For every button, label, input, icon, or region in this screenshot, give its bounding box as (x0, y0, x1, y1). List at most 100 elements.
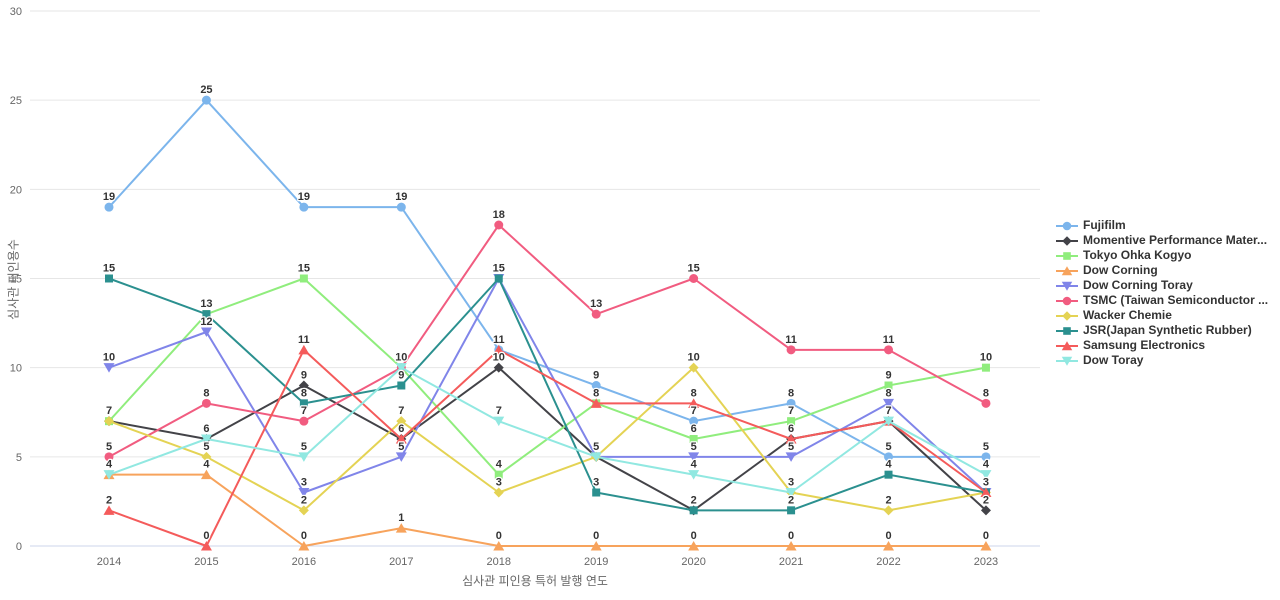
data-point[interactable] (299, 399, 308, 408)
x-tick-label: 2014 (97, 556, 121, 568)
y-tick-label: 30 (10, 6, 22, 18)
data-point[interactable] (980, 541, 992, 551)
data-point[interactable] (981, 398, 991, 408)
legend-item-2[interactable]: Momentive Performance Mater... (1056, 233, 1268, 248)
x-tick-label: 2019 (584, 556, 608, 568)
data-point[interactable] (200, 469, 212, 480)
legend-item-10[interactable]: Dow Toray (1056, 353, 1268, 368)
triangle-down-legend-icon (1056, 281, 1078, 291)
data-point[interactable] (493, 344, 505, 355)
data-point[interactable] (493, 487, 504, 498)
data-point[interactable] (884, 470, 893, 479)
data-point[interactable] (200, 541, 212, 551)
data-point[interactable] (396, 202, 406, 212)
data-point[interactable] (298, 505, 309, 516)
y-tick-label: 5 (16, 452, 22, 464)
data-point[interactable] (787, 417, 796, 426)
data-point[interactable] (494, 220, 504, 230)
data-point[interactable] (980, 487, 992, 498)
legend-item-5[interactable]: Dow Corning Toray (1056, 278, 1268, 293)
data-point[interactable] (884, 345, 894, 355)
data-point[interactable] (493, 541, 505, 551)
data-label: 9 (885, 370, 891, 382)
data-point[interactable] (201, 451, 212, 462)
data-point[interactable] (298, 344, 310, 355)
legend-label: Dow Toray (1083, 353, 1144, 367)
data-point[interactable] (299, 416, 309, 426)
data-label: 5 (301, 441, 307, 453)
data-point[interactable] (688, 452, 700, 462)
data-point[interactable] (688, 398, 700, 408)
data-point[interactable] (883, 416, 895, 427)
data-point[interactable] (689, 435, 698, 443)
data-point[interactable] (590, 541, 602, 551)
data-point[interactable] (590, 398, 602, 408)
data-point[interactable] (397, 381, 406, 390)
data-point[interactable] (980, 505, 991, 516)
data-point[interactable] (688, 470, 700, 480)
data-point[interactable] (298, 380, 309, 391)
data-point[interactable] (590, 452, 602, 462)
data-point[interactable] (298, 488, 310, 498)
data-point[interactable] (103, 470, 115, 480)
data-point[interactable] (689, 274, 699, 283)
legend-item-3[interactable]: Tokyo Ohka Kogyo (1056, 248, 1268, 263)
data-label: 2 (691, 494, 697, 506)
data-point[interactable] (883, 398, 895, 409)
data-point[interactable] (200, 434, 212, 445)
data-point[interactable] (103, 363, 115, 373)
data-point[interactable] (202, 310, 211, 319)
legend-item-7[interactable]: Wacker Chemie (1056, 308, 1268, 323)
data-point[interactable] (493, 416, 505, 427)
data-point[interactable] (785, 488, 797, 498)
legend-item-4[interactable]: Dow Corning (1056, 263, 1268, 278)
data-point[interactable] (688, 541, 700, 551)
data-point[interactable] (884, 381, 893, 390)
data-point[interactable] (493, 362, 504, 373)
data-point[interactable] (688, 362, 699, 373)
data-point[interactable] (200, 327, 212, 338)
data-label: 4 (885, 459, 892, 471)
data-point[interactable] (786, 345, 796, 355)
data-point[interactable] (395, 363, 407, 373)
data-point[interactable] (103, 505, 115, 515)
data-point[interactable] (689, 416, 699, 426)
data-label: 7 (496, 405, 502, 417)
data-point[interactable] (298, 452, 310, 462)
data-point[interactable] (883, 541, 895, 551)
data-point[interactable] (591, 309, 601, 319)
data-point[interactable] (981, 452, 991, 462)
data-point[interactable] (981, 363, 990, 372)
data-point[interactable] (201, 398, 211, 408)
data-point[interactable] (395, 452, 407, 462)
data-point[interactable] (884, 452, 894, 462)
data-point[interactable] (689, 506, 698, 515)
data-point[interactable] (785, 434, 797, 444)
legend-item-1[interactable]: Fujifilm (1056, 218, 1268, 233)
data-point[interactable] (980, 470, 992, 480)
data-point[interactable] (105, 274, 113, 283)
legend-item-8[interactable]: JSR(Japan Synthetic Rubber) (1056, 323, 1268, 338)
data-point[interactable] (396, 416, 407, 427)
data-label: 3 (593, 477, 599, 489)
data-point[interactable] (104, 416, 114, 427)
legend-item-6[interactable]: TSMC (Taiwan Semiconductor ... (1056, 293, 1268, 308)
data-point[interactable] (395, 523, 407, 533)
data-point[interactable] (883, 505, 894, 516)
data-point[interactable] (786, 398, 796, 408)
data-point[interactable] (299, 274, 308, 283)
data-point[interactable] (494, 470, 503, 479)
data-point[interactable] (591, 381, 601, 390)
data-point[interactable] (299, 202, 309, 212)
data-point[interactable] (785, 452, 797, 462)
data-point[interactable] (787, 506, 796, 515)
data-point[interactable] (395, 434, 407, 444)
data-point[interactable] (494, 274, 503, 283)
data-point[interactable] (298, 541, 310, 551)
data-point[interactable] (104, 202, 114, 212)
data-point[interactable] (592, 488, 601, 497)
legend-item-9[interactable]: Samsung Electronics (1056, 338, 1268, 353)
data-point[interactable] (785, 541, 797, 551)
data-point[interactable] (201, 95, 211, 105)
data-point[interactable] (104, 452, 114, 462)
